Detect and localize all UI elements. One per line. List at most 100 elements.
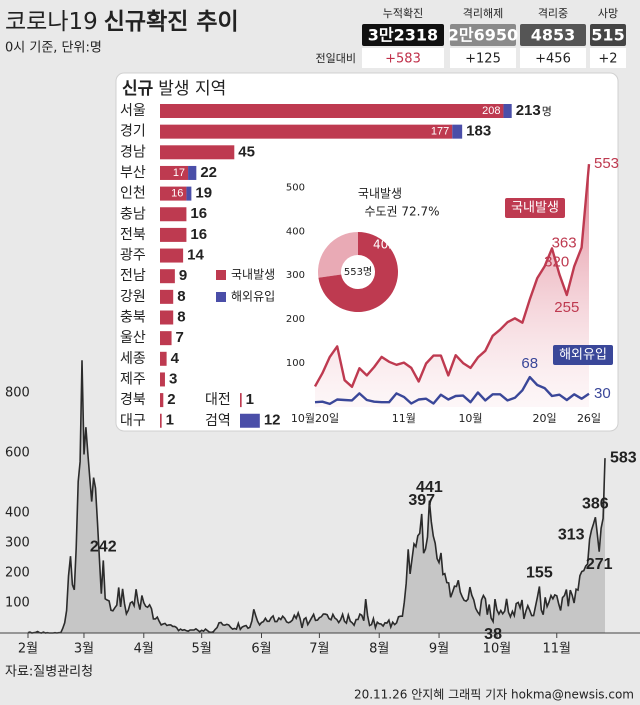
total-label: 8 (177, 308, 185, 325)
total-label: 2 (167, 391, 175, 408)
bar-segment (160, 104, 504, 118)
series-tag (505, 198, 565, 218)
donut-title: 국내발생 (358, 187, 402, 201)
x-tick-label: 7월 (309, 642, 329, 657)
series-tag-label: 해외유입 (559, 348, 607, 363)
value-label: 397 (408, 492, 435, 509)
inset-x-tick-label: 11월 (392, 412, 416, 425)
value-label: 242 (90, 539, 117, 556)
total-label: 12 (264, 412, 281, 429)
inset-y-tick-label: 300 (286, 270, 305, 281)
unit-label: 명 (542, 105, 552, 118)
x-tick-label: 4월 (134, 642, 154, 657)
title: 코로나19 신규확진 추이 (5, 9, 239, 35)
inset-x-tick-label: 10월 (458, 412, 482, 425)
bar-segment (160, 413, 162, 428)
total-label: 19 (195, 185, 212, 202)
stat-value: 4853 (531, 26, 576, 45)
bar-segment (160, 124, 453, 139)
y-tick-label: 400 (5, 506, 30, 521)
total-label: 16 (190, 226, 207, 243)
change-box (590, 48, 626, 68)
inset-x-tick-label: 20일 (533, 411, 557, 425)
region-label: 서울 (120, 103, 146, 119)
x-tick-label: 5월 (192, 642, 212, 657)
stat-change: +125 (465, 52, 501, 67)
title-bold: 신규확진 추이 (104, 9, 239, 35)
region-label: 제주 (120, 371, 146, 387)
inset-y-tick-label: 200 (286, 314, 305, 325)
y-tick-label: 200 (5, 566, 30, 581)
legend-swatch (216, 292, 226, 302)
line (27, 360, 606, 634)
change-box (362, 48, 444, 68)
region-label: 검역 (205, 413, 231, 429)
y-tick-label: 800 (5, 386, 30, 401)
inner-label: 177 (431, 126, 449, 138)
bar-segment (160, 310, 174, 325)
series-tag (553, 345, 613, 365)
total-label: 45 (238, 143, 255, 160)
total-label: 16 (190, 205, 207, 222)
stats-table: 누적확진 3만2318 +583 격리해제 2만6950 +125 격리중 4853 +456 사… (316, 6, 626, 68)
inset-value-label: 363 (552, 235, 577, 252)
value-label: 38 (484, 626, 502, 643)
bar-segment (240, 393, 242, 408)
inner-label: 16 (171, 188, 183, 200)
region-label: 대구 (120, 413, 146, 429)
bar-segment (160, 186, 187, 201)
x-tick-label: 11월 (542, 642, 571, 657)
bar-segment (160, 289, 174, 304)
main-chart: 100 200 300 400 600 800 2월 3월 4월 5월 6월 7월 8월 9월 10월 11월… (0, 360, 640, 657)
subtitle: 0시 기준, 단위:명 (5, 41, 102, 56)
inset-line (313, 163, 591, 388)
stat-change: +583 (385, 52, 421, 67)
value-label: 313 (558, 526, 585, 543)
inset-value-label: 30 (594, 385, 611, 402)
inner-label: 208 (482, 105, 500, 117)
source: 자료:질병관리청 (5, 665, 93, 680)
inner-label: 17 (173, 167, 185, 179)
stat-change: +2 (598, 52, 617, 67)
stat-box (590, 24, 626, 46)
bar-segment (160, 393, 164, 408)
total-label: 8 (177, 288, 185, 305)
total-label: 183 (466, 123, 491, 140)
donut-total-label: 553명 (344, 266, 372, 278)
stat-box (450, 24, 516, 46)
inset-x-tick-label: 26일 (577, 411, 601, 425)
stat-value: 3만2318 (368, 26, 438, 45)
panel-title: 신규 발생 지역 (122, 79, 226, 99)
inset-y-tick-label: 500 (286, 182, 305, 193)
stat-value: 2만6950 (448, 26, 518, 45)
bar-segment (160, 248, 184, 263)
area (28, 360, 605, 633)
donut-capital (318, 232, 398, 312)
region-label: 경기 (120, 124, 146, 140)
bar-segment (160, 165, 189, 180)
panel-title-bold: 신규 (122, 79, 154, 99)
legend-swatch (216, 270, 226, 280)
x-tick-label: 2월 (18, 642, 38, 657)
stat-header: 격리해제 (463, 6, 503, 20)
bar-segment (160, 145, 235, 160)
total-label: 3 (169, 370, 177, 387)
total-label: 22 (200, 164, 217, 181)
inset-value-label: 255 (554, 299, 579, 316)
stat-box (362, 24, 444, 46)
x-tick-label: 6월 (251, 642, 271, 657)
total-label: 4 (171, 350, 180, 367)
region-label: 충북 (120, 310, 146, 326)
bar-segment (160, 227, 187, 242)
inset-line (314, 375, 590, 406)
title-light: 코로나19 (5, 9, 98, 35)
credit: 20.11.26 안지혜 그래픽 기자 hokma@newsis.com (354, 688, 634, 702)
region-label: 경북 (120, 392, 146, 408)
region-label: 경남 (120, 144, 146, 160)
inset-area (315, 164, 589, 407)
stat-header: 누적확진 (383, 7, 423, 20)
change-box (520, 48, 586, 68)
region-label: 충남 (120, 206, 146, 222)
